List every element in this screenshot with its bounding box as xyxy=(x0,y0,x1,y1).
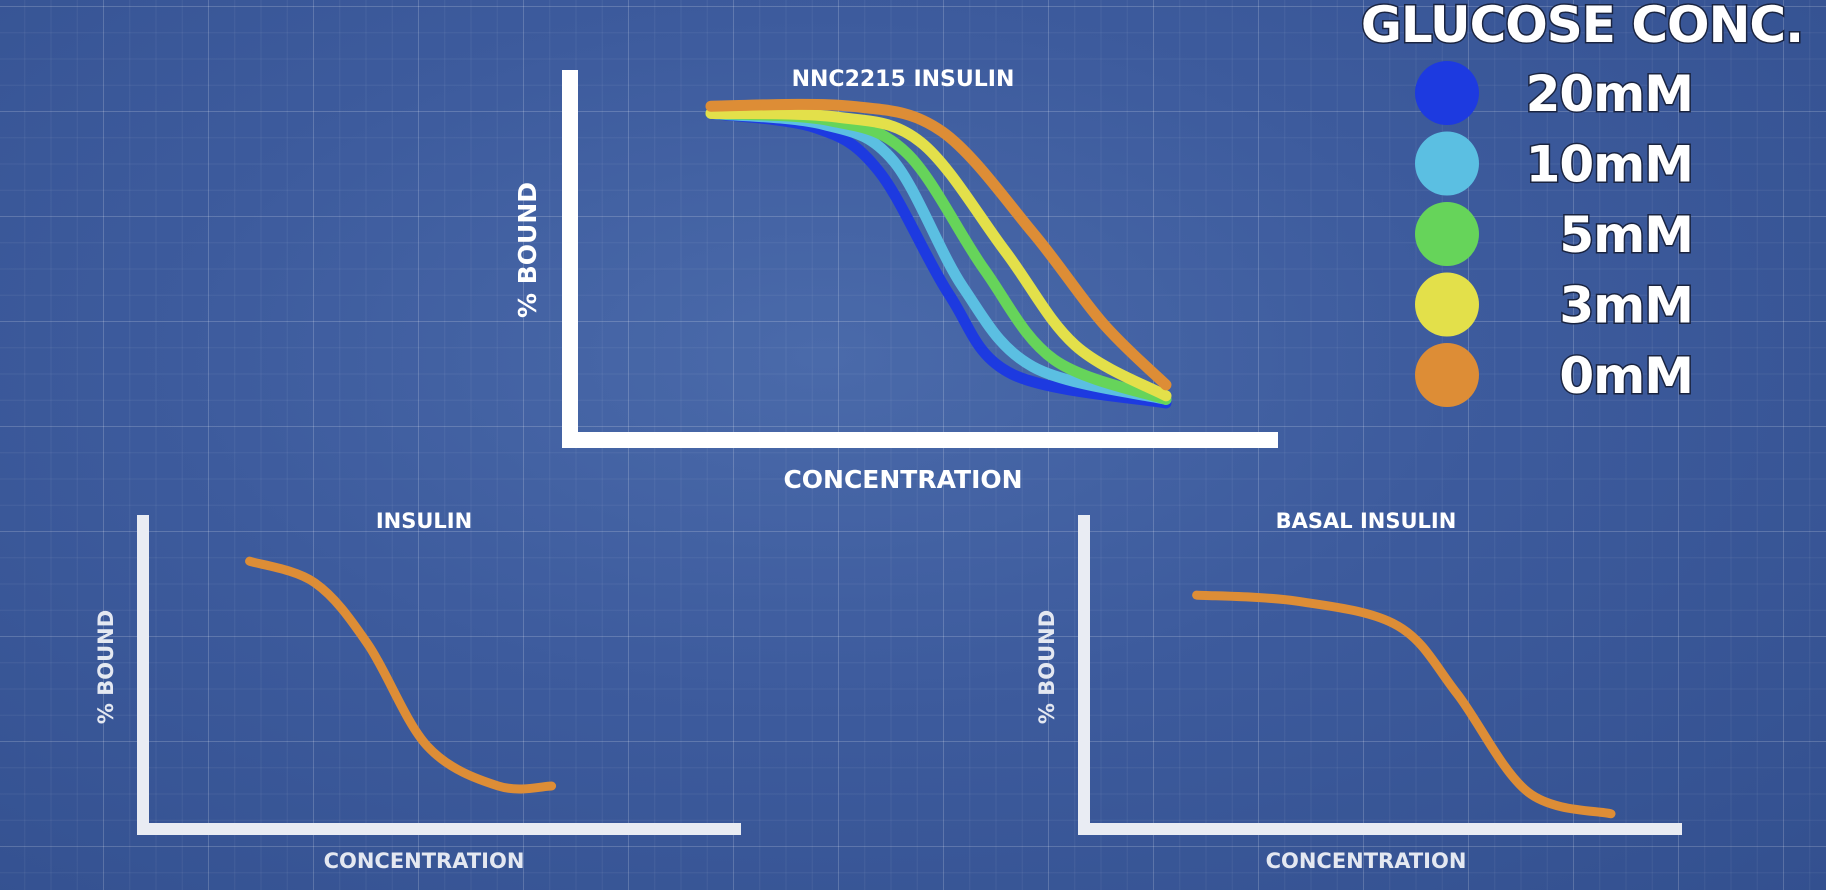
legend-label-5mm: 5mM xyxy=(1559,206,1693,264)
chart-title: BASAL INSULIN xyxy=(1276,509,1457,533)
series-line-3mm xyxy=(705,107,1172,402)
legend-title: GLUCOSE CONC. xyxy=(1361,0,1803,54)
legend-label-10mm: 10mM xyxy=(1526,136,1693,194)
series-line-0 xyxy=(245,556,557,794)
chart-title: INSULIN xyxy=(376,509,472,533)
y-axis-line xyxy=(562,70,578,448)
chart-nnc2215: NNC2215 INSULIN CONCENTRATION % BOUND xyxy=(513,67,1278,494)
legend-items: 20mM 10mM 5mM 3mM 0mM xyxy=(1415,61,1696,407)
x-axis-label: CONCENTRATION xyxy=(324,849,525,873)
chart-basal-insulin: BASAL INSULIN CONCENTRATION % BOUND xyxy=(1035,509,1682,873)
legend-swatch-3mm xyxy=(1415,272,1479,337)
legend-label-0mm: 0mM xyxy=(1559,347,1693,405)
series-group xyxy=(1192,590,1616,819)
x-axis-line xyxy=(137,823,741,835)
legend-swatch-5mm xyxy=(1415,202,1479,266)
y-axis-label: % BOUND xyxy=(513,182,542,318)
legend-swatch-20mm xyxy=(1415,61,1479,125)
legend-label-20mm: 20mM xyxy=(1526,65,1693,123)
series-group xyxy=(245,556,557,794)
legend-label-3mm: 3mM xyxy=(1559,277,1693,335)
y-axis-label: % BOUND xyxy=(94,610,118,724)
x-axis-line xyxy=(562,432,1278,448)
y-axis-line xyxy=(1078,515,1090,835)
legend-swatch-10mm xyxy=(1415,131,1479,196)
x-axis-label: CONCENTRATION xyxy=(1266,849,1467,873)
x-axis-line xyxy=(1078,823,1682,835)
chart-insulin: INSULIN CONCENTRATION % BOUND xyxy=(94,509,741,873)
series-group xyxy=(705,98,1172,409)
y-axis-label: % BOUND xyxy=(1035,610,1059,724)
series-line-0mm xyxy=(705,98,1172,391)
series-line-0 xyxy=(1192,590,1616,819)
x-axis-label: CONCENTRATION xyxy=(783,465,1022,494)
y-axis-line xyxy=(137,515,149,835)
legend-swatch-0mm xyxy=(1415,343,1479,407)
legend: GLUCOSE CONC. 20mM 10mM 5mM 3mM 0mM xyxy=(1359,0,1806,407)
chart-title: NNC2215 INSULIN xyxy=(792,67,1015,92)
